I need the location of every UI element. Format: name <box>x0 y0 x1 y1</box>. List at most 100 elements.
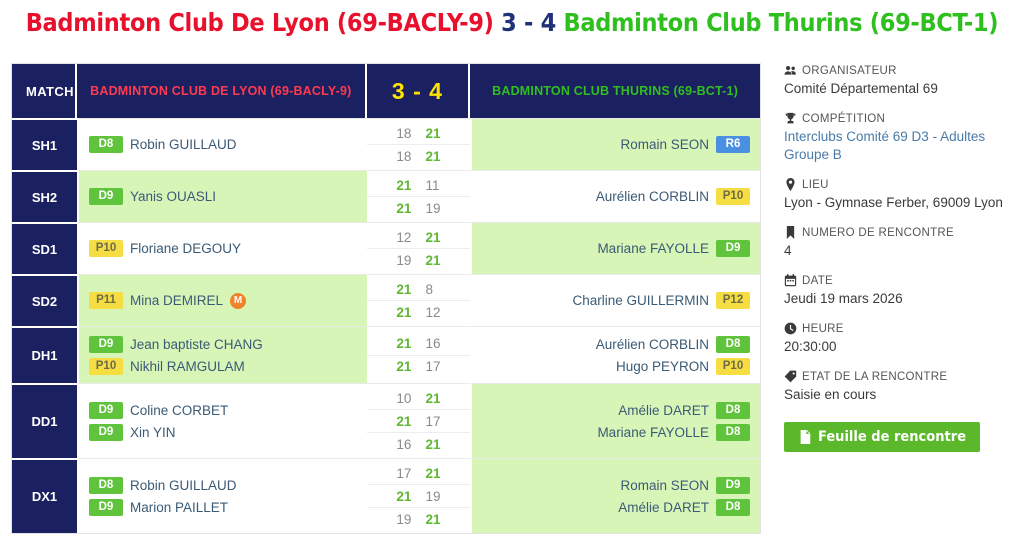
table-row: DD1 D9 Coline CORBET D9 Xin YIN 10 21 21 17 16 21 A… <box>12 383 760 458</box>
home-set-score: 21 <box>396 413 412 429</box>
player-name[interactable]: Marion PAILLET <box>129 499 229 515</box>
player-name[interactable]: Aurélien CORBLIN <box>595 336 709 352</box>
player-name[interactable]: Amélie DARET <box>618 402 709 418</box>
set-scores-cell: 17 21 21 19 19 21 <box>366 458 471 533</box>
calendar-icon <box>784 274 797 287</box>
info-label-text: ETAT DE LA RENCONTRE <box>802 370 948 383</box>
info-label-text: DATE <box>802 274 834 287</box>
player-ranking-badge: P10 <box>716 357 750 375</box>
player-name[interactable]: Coline CORBET <box>129 402 229 418</box>
set-row: 12 21 <box>366 226 471 249</box>
player-name[interactable]: Floriane DEGOUY <box>129 241 242 256</box>
info-value: 20:30:00 <box>784 339 837 354</box>
player-entry: P11 Mina DEMIREL M <box>88 290 357 312</box>
away-set-score: 12 <box>425 304 441 320</box>
away-set-score: 21 <box>425 252 441 268</box>
home-set-score: 21 <box>396 304 412 320</box>
away-set-score: 16 <box>425 336 441 351</box>
player-name[interactable]: Romain SEON <box>620 477 709 493</box>
title-away-team: Badminton Club Thurins (69-BCT-1) <box>563 8 999 37</box>
info-label-text: LIEU <box>802 178 829 191</box>
feuille-de-rencontre-button[interactable]: Feuille de rencontre <box>784 422 981 452</box>
set-scores-cell: 10 21 21 17 16 21 <box>366 383 471 458</box>
set-list: 17 21 21 19 19 21 <box>366 459 471 533</box>
player-name[interactable]: Amélie DARET <box>618 499 709 515</box>
set-row: 19 21 <box>367 508 470 530</box>
home-players-cell: P10 Floriane DEGOUY <box>76 222 367 274</box>
away-set-score: 21 <box>425 125 441 141</box>
set-list: 18 21 18 21 <box>366 119 471 170</box>
match-code: SH1 <box>31 137 58 153</box>
info-label-text: HEURE <box>802 322 844 335</box>
header-home-team: BADMINTON CLUB DE LYON (69-BACLY-9) <box>76 64 367 118</box>
player-ranking-badge: R6 <box>716 136 750 153</box>
set-row: 18 21 <box>366 122 471 145</box>
away-players-cell: Charline GUILLERMIN P12 <box>470 274 760 326</box>
player-entry: D8 Robin GUILLAUD <box>88 134 357 156</box>
player-name[interactable]: Robin GUILLAUD <box>129 477 237 493</box>
info-block: ETAT DE LA RENCONTRE Saisie en cours <box>784 370 1020 404</box>
away-players-cell: Mariane FAYOLLE D9 <box>470 222 760 274</box>
home-set-score: 19 <box>396 252 412 268</box>
match-code: DD1 <box>31 414 58 429</box>
set-row: 16 21 <box>367 433 470 455</box>
player-name[interactable]: Mariane FAYOLLE <box>597 424 709 440</box>
set-scores-cell: 21 11 21 19 <box>366 170 471 222</box>
home-set-score: 21 <box>396 281 412 297</box>
player-ranking-badge: D8 <box>716 335 750 353</box>
info-value: Lyon - Gymnase Ferber, 69009 Lyon <box>784 195 1003 210</box>
player-name[interactable]: Mariane FAYOLLE <box>597 241 709 256</box>
home-set-score: 19 <box>396 511 412 527</box>
player-ranking-badge: D8 <box>88 476 123 494</box>
player-ranking-badge: D9 <box>88 401 123 419</box>
match-code-cell: DH1 <box>12 326 77 383</box>
player-entry: Romain SEON D9 <box>482 474 750 496</box>
mutation-icon: M <box>230 292 247 309</box>
info-value[interactable]: Interclubs Comité 69 D3 - Adultes Groupe… <box>784 129 986 162</box>
info-label: ORGANISATEUR <box>784 64 1020 77</box>
home-set-score: 21 <box>396 336 412 351</box>
player-name[interactable]: Robin GUILLAUD <box>129 137 237 152</box>
set-row: 21 11 <box>366 174 471 197</box>
player-name[interactable]: Aurélien CORBLIN <box>595 189 709 204</box>
header-match-label: MATCH <box>12 64 77 118</box>
table-row: DX1 D8 Robin GUILLAUD D9 Marion PAILLET 17 21 2… <box>12 458 760 533</box>
away-players-cell: Amélie DARET D8 Mariane FAYOLLE D8 <box>470 383 760 458</box>
info-label: ETAT DE LA RENCONTRE <box>784 370 1020 383</box>
home-set-score: 16 <box>396 436 412 452</box>
clock-icon <box>784 322 797 335</box>
info-block: DATE Jeudi 19 mars 2026 <box>784 274 1020 308</box>
match-code-cell: SD1 <box>12 222 77 274</box>
player-name[interactable]: Xin YIN <box>129 424 176 440</box>
player-name[interactable]: Hugo PEYRON <box>615 358 709 374</box>
table-row: DH1 D9 Jean baptiste CHANG P10 Nikhil RAMGUL… <box>12 326 760 383</box>
player-entry: P10 Floriane DEGOUY <box>88 238 357 260</box>
home-set-score: 18 <box>396 125 412 141</box>
player-list: D9 Jean baptiste CHANG P10 Nikhil RAMGULAM <box>79 327 367 383</box>
away-players-cell: Aurélien CORBLIN D8 Hugo PEYRON P10 <box>470 326 760 383</box>
header-away-team: BADMINTON CLUB THURINS (69-BCT-1) <box>470 64 760 118</box>
home-set-score: 21 <box>396 359 412 374</box>
info-label: DATE <box>784 274 1020 287</box>
home-players-cell: D8 Robin GUILLAUD <box>76 118 367 170</box>
info-label-text: NUMERO DE RENCONTRE <box>802 226 955 239</box>
set-row: 21 17 <box>367 356 470 378</box>
player-name[interactable]: Mina DEMIREL <box>129 293 224 308</box>
set-list: 21 11 21 19 <box>366 171 471 222</box>
set-row: 18 21 <box>367 145 470 167</box>
match-code: SH2 <box>31 189 58 205</box>
set-row: 17 21 <box>366 462 471 485</box>
match-code: SD1 <box>31 241 58 257</box>
player-name[interactable]: Charline GUILLERMIN <box>572 293 709 308</box>
tag-icon <box>784 370 797 383</box>
info-block: COMPÉTITION Interclubs Comité 69 D3 - Adu… <box>784 112 1020 164</box>
player-name[interactable]: Romain SEON <box>620 137 709 152</box>
player-list: Amélie DARET D8 Mariane FAYOLLE D8 <box>472 393 760 449</box>
player-entry: Amélie DARET D8 <box>482 496 750 518</box>
home-set-score: 21 <box>396 488 412 504</box>
player-name[interactable]: Yanis OUASLI <box>129 189 217 204</box>
set-row: 21 17 <box>366 410 471 433</box>
match-code-cell: DX1 <box>12 458 77 533</box>
player-name[interactable]: Jean baptiste CHANG <box>129 336 263 352</box>
player-name[interactable]: Nikhil RAMGULAM <box>129 358 245 374</box>
